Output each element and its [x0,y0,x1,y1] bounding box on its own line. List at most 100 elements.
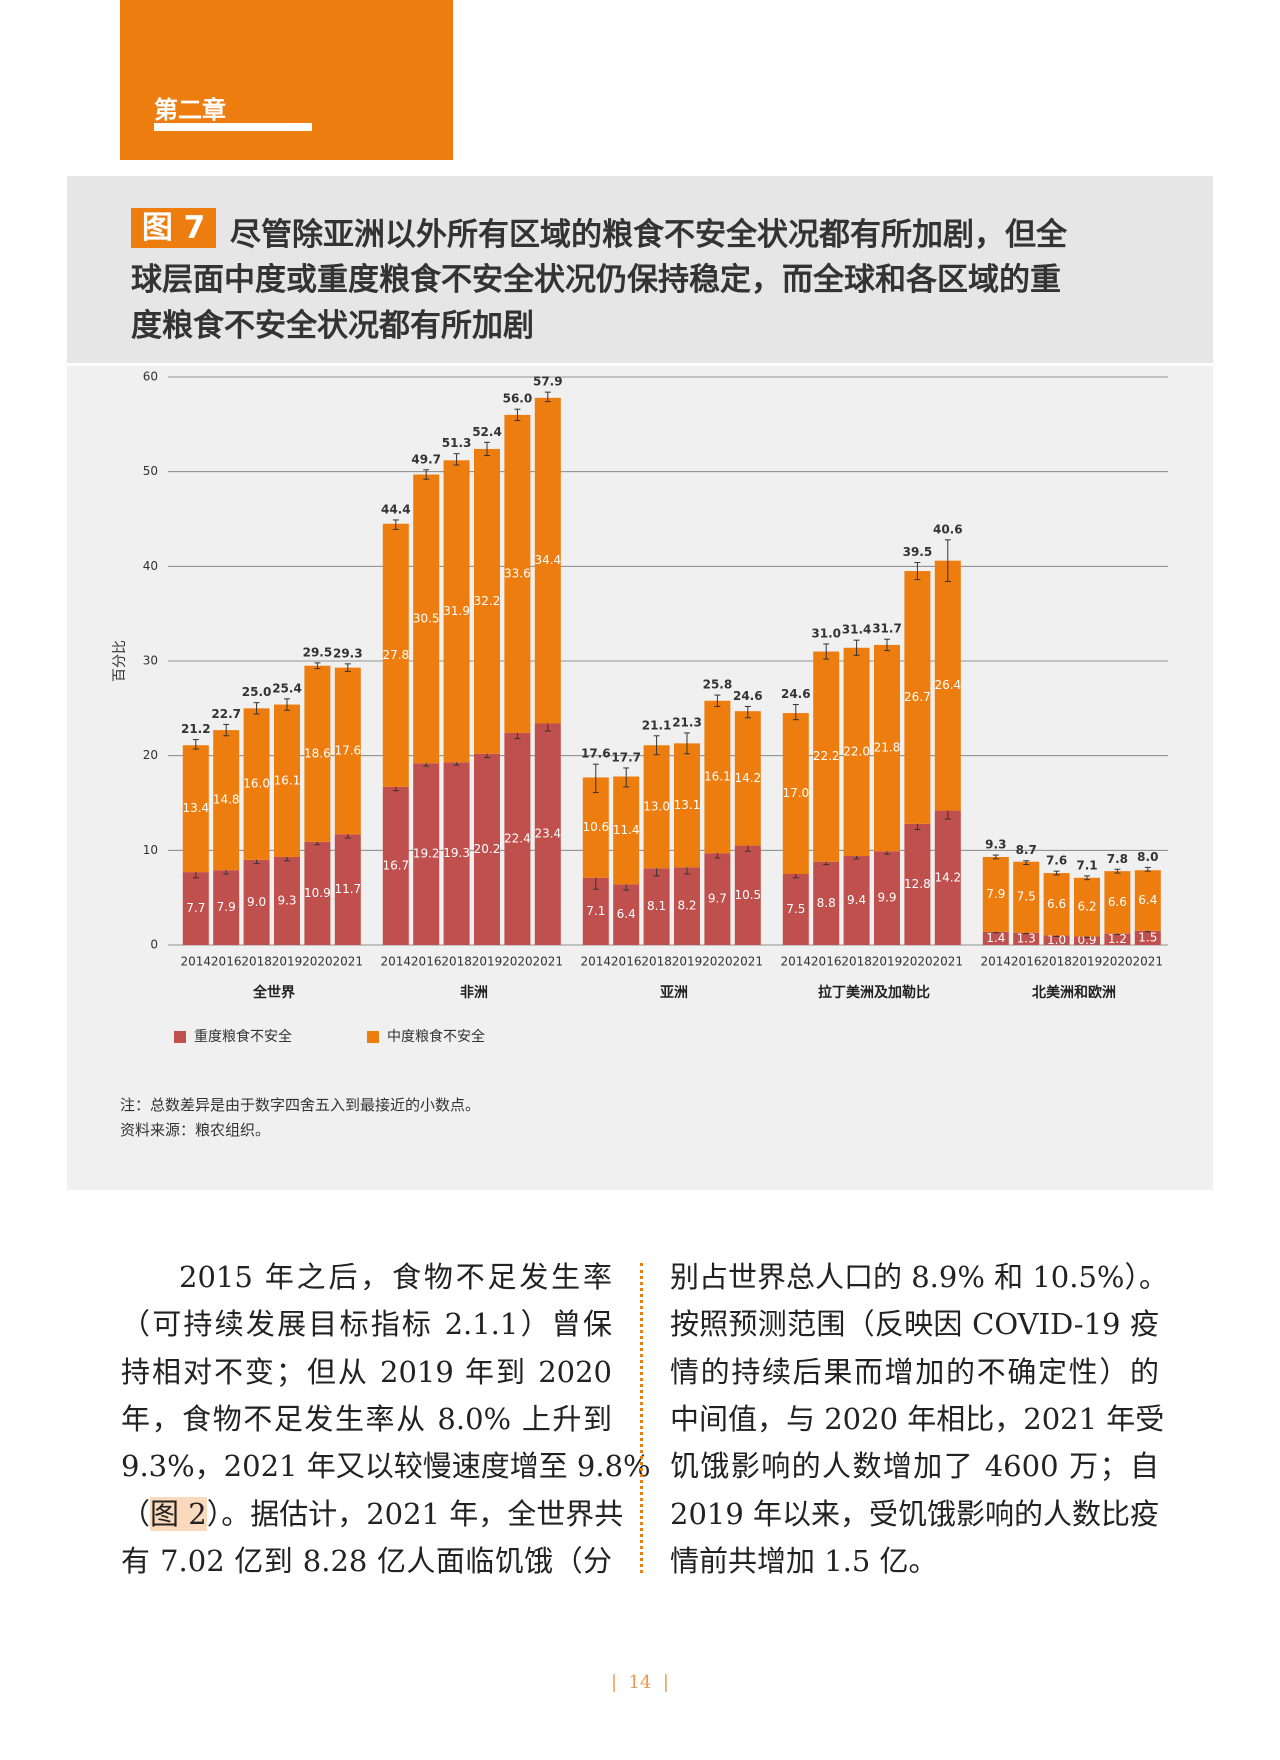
value-label: 7.5 [786,902,805,916]
x-tick-label: 2016 [1011,955,1042,969]
total-label: 31.7 [872,622,902,636]
total-label: 24.6 [781,687,811,701]
bar-segment [704,700,731,854]
x-tick-label: 2020 [702,955,733,969]
legend-swatch [367,1031,379,1043]
value-label: 7.5 [1017,890,1036,904]
total-label: 17.7 [611,750,641,764]
bar-segment [382,786,409,945]
bar-segment [934,810,961,945]
value-label: 6.6 [1108,895,1127,909]
bar-segment [274,704,300,857]
bar-segment [1104,871,1131,934]
y-tick-label: 40 [143,559,158,573]
value-label: 8.8 [817,896,836,910]
total-label: 21.1 [642,718,672,732]
value-label: 22.4 [504,831,531,845]
text-segment: ）。据估计，2021 年，全世界共 [206,1496,624,1531]
x-tick-label: 2014 [781,955,812,969]
text-segment: （ [121,1496,151,1531]
column-divider [640,1263,643,1573]
total-label: 7.8 [1107,852,1128,866]
total-label: 17.6 [581,747,611,761]
bar-segment [982,856,1009,932]
x-tick-label: 2016 [611,955,642,969]
value-label: 18.6 [304,746,331,760]
total-label: 31.4 [842,623,872,637]
bar-segment [734,845,761,945]
total-label: 57.9 [533,375,563,389]
total-label: 39.5 [903,545,933,559]
value-label: 10.5 [734,888,761,902]
body-line: 9.3%，2021 年又以较慢速度增至 9.8% [121,1449,651,1484]
bar-segment [534,723,561,945]
bar-segment [382,523,409,787]
total-label: 31.0 [811,626,841,640]
value-label: 1.0 [1047,933,1066,947]
bar-segment [843,856,870,945]
total-label: 56.0 [503,392,533,406]
value-label: 13.1 [674,798,701,812]
bar-segment [582,777,609,878]
bar-segment [904,823,931,945]
x-tick-label: 2020 [302,955,333,969]
bar-segment [674,743,700,868]
value-label: 6.4 [1138,893,1157,907]
body-line: 中间值，与 2020 年相比，2021 年受 [670,1401,1165,1436]
value-label: 22.0 [843,744,870,758]
x-tick-label: 2014 [181,955,212,969]
value-label: 1.2 [1108,932,1127,946]
body-line: 持相对不变；但从 2019 年到 2020 [121,1354,612,1389]
value-label: 27.8 [382,648,409,662]
value-label: 0.9 [1077,933,1096,947]
bar-segment [813,861,840,945]
group-label: 非洲 [460,984,488,1001]
x-tick-label: 2016 [411,955,442,969]
value-label: 34.4 [534,553,561,567]
y-tick-label: 30 [143,654,158,668]
value-label: 21.8 [874,741,901,755]
bar-segment [334,667,361,835]
value-label: 7.9 [986,887,1005,901]
total-label: 7.6 [1046,854,1067,868]
y-tick-label: 60 [143,370,158,384]
legend-swatch [174,1031,186,1043]
group-label: 全世界 [252,984,296,1001]
bar-segment [304,841,331,945]
y-tick-label: 0 [150,938,158,952]
value-label: 14.8 [213,793,240,807]
value-label: 1.4 [986,931,1005,945]
bar-segment [504,732,531,945]
bar-segment [643,745,670,869]
value-label: 17.6 [334,743,361,757]
bar-segment [213,730,240,871]
value-label: 13.0 [643,799,670,813]
bar-segment [182,872,209,945]
body-line: 饥饿影响的人数增加了 4600 万；自 [670,1449,1159,1484]
y-tick-label: 20 [143,748,158,762]
legend-label: 重度粮食不安全 [194,1028,292,1045]
bar-segment [813,651,840,862]
y-tick-label: 10 [143,843,158,857]
chart: 0 10 20 30 40 50 60 百分比 2014 7.7 13.4 21.2 2016 7.9 14… [112,370,1168,1045]
total-label: 40.6 [933,522,963,536]
total-label: 9.3 [985,838,1006,852]
page-number-bar: | [651,1672,669,1693]
bar-segment [1043,873,1070,936]
x-tick-label: 2021 [333,955,364,969]
value-label: 9.9 [877,891,896,905]
value-label: 9.4 [847,893,866,907]
value-label: 9.7 [708,892,727,906]
chapter-title: 第二章 [154,96,226,124]
legend-label: 中度粮食不安全 [387,1028,485,1045]
value-label: 9.0 [247,895,266,909]
bar-segment [182,745,209,873]
value-label: 33.6 [504,566,531,580]
total-label: 44.4 [381,502,411,516]
bar-segment [1043,935,1070,945]
body-line: 别占世界总人口的 8.9% 和 10.5%）。 [670,1260,1168,1294]
total-label: 29.3 [333,646,363,660]
value-label: 7.1 [586,904,605,918]
value-label: 8.2 [677,899,696,913]
bar-segment [704,853,731,945]
